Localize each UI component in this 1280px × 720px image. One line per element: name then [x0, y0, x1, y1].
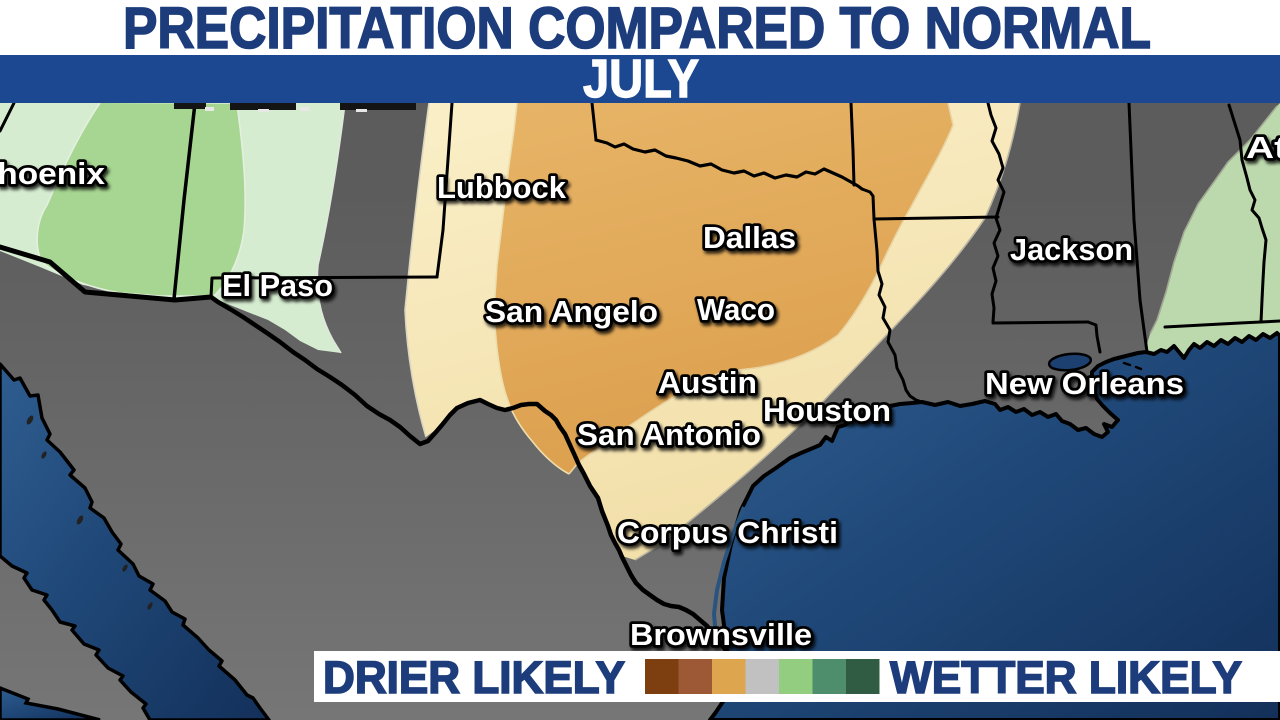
svg-text:Jackson: Jackson: [1010, 232, 1133, 267]
svg-text:New Orleans: New Orleans: [985, 366, 1184, 401]
svg-text:Houston: Houston: [763, 393, 891, 428]
svg-text:Atlanta: Atlanta: [1246, 130, 1280, 165]
svg-text:Dallas: Dallas: [703, 220, 796, 255]
svg-text:San Angelo: San Angelo: [485, 294, 658, 329]
svg-text:San Antonio: San Antonio: [577, 417, 761, 452]
svg-text:Corpus Christi: Corpus Christi: [617, 515, 838, 550]
svg-text:Brownsville: Brownsville: [630, 617, 812, 652]
svg-text:El Paso: El Paso: [222, 268, 333, 303]
svg-text:Waco: Waco: [697, 292, 775, 327]
svg-text:WETTER LIKELY: WETTER LIKELY: [890, 652, 1242, 703]
svg-text:JULY: JULY: [583, 49, 699, 109]
svg-text:Phoenix: Phoenix: [0, 156, 106, 191]
svg-text:Austin: Austin: [658, 365, 757, 400]
svg-text:PRECIPITATION COMPARED TO NORM: PRECIPITATION COMPARED TO NORMAL: [123, 0, 1151, 61]
svg-text:Lubbock: Lubbock: [437, 170, 567, 205]
svg-text:DRIER LIKELY: DRIER LIKELY: [323, 652, 625, 703]
